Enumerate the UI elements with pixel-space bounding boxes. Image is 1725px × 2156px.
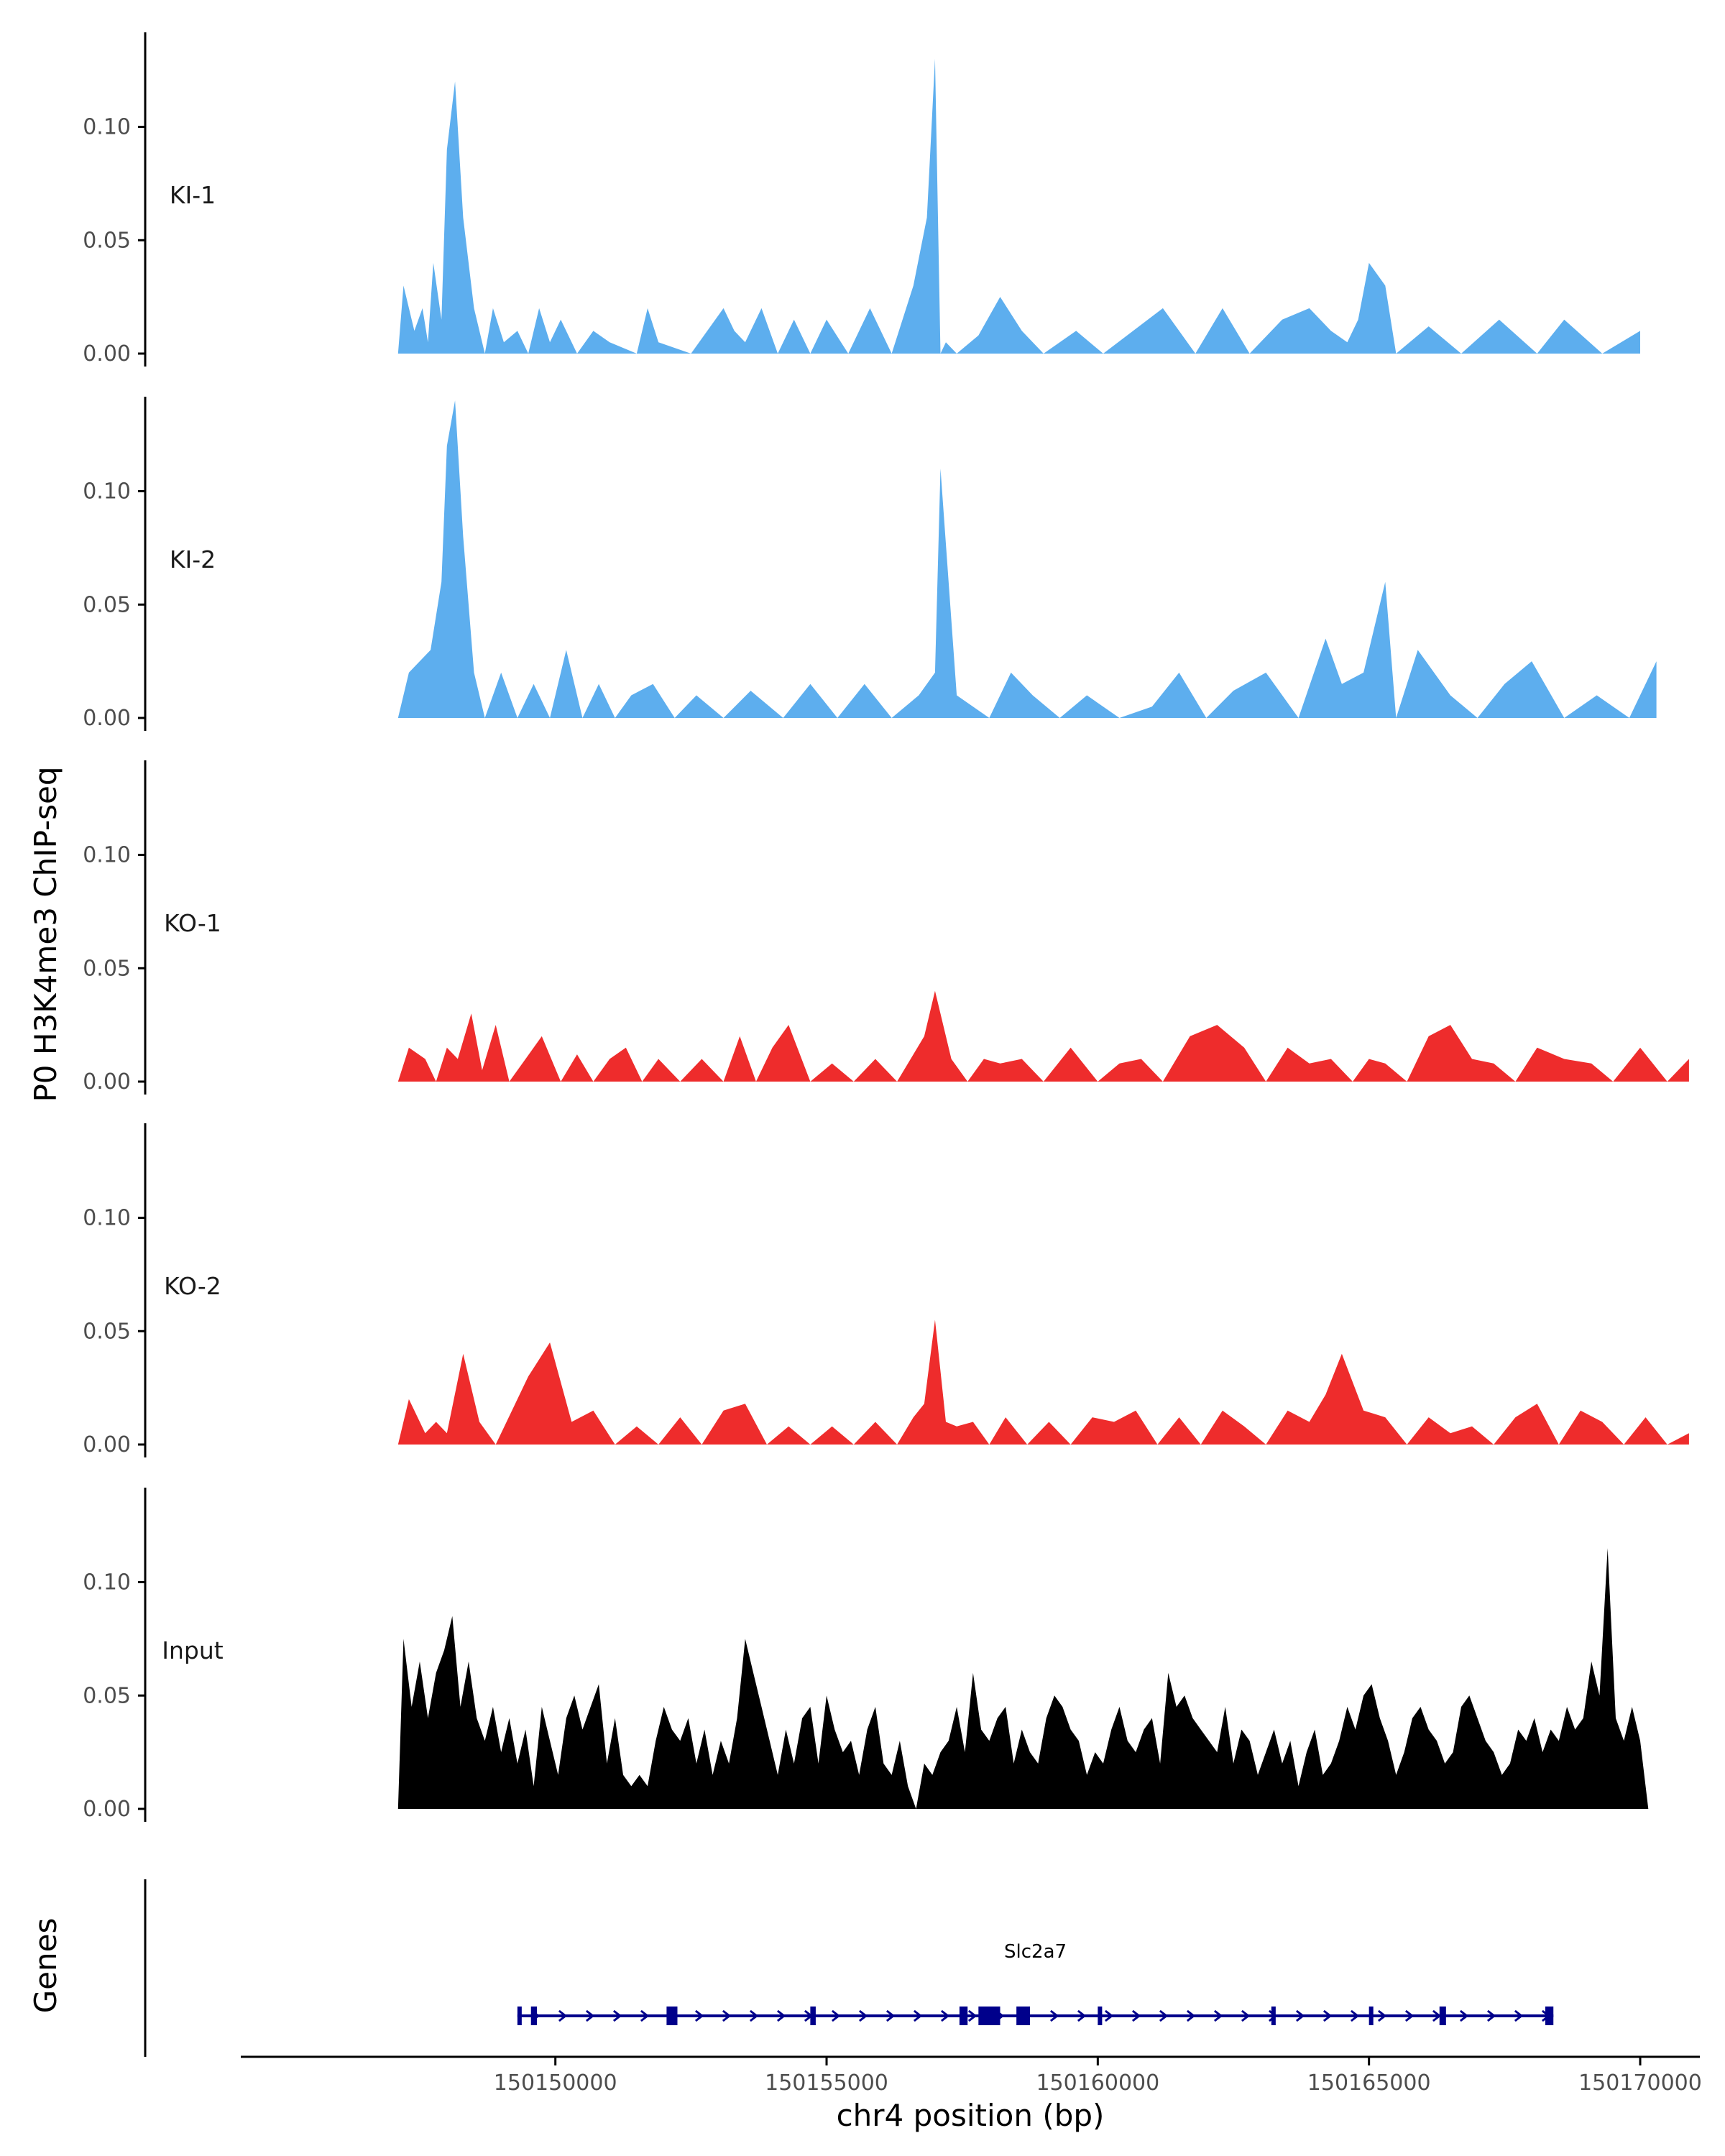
exon [1368, 2007, 1374, 2025]
y-tick-label: 0.10 [83, 479, 131, 505]
y-tick-label: 0.05 [83, 1683, 131, 1708]
strand-arrow [1049, 2009, 1059, 2022]
strand-arrow [940, 2009, 950, 2022]
exon [978, 2007, 1000, 2025]
y-tick-label: 0.00 [83, 706, 131, 731]
exon [666, 2007, 678, 2025]
strand-arrow [749, 2009, 759, 2022]
exon [810, 2007, 816, 2025]
exon [1271, 2007, 1276, 2025]
track-ko-1: 0.00 0.05 0.10 KO-1 [83, 760, 1689, 1095]
x-tick-label: 150150000 [494, 2070, 617, 2096]
y-tick-label: 0.10 [83, 1570, 131, 1595]
y-tick-label: 0.05 [83, 592, 131, 617]
strand-arrow [640, 2009, 650, 2022]
y-axis-title: P0 H3K4me3 ChIP-seq [28, 766, 63, 1102]
y-tick-label: 0.10 [83, 1206, 131, 1231]
x-tick-label: 150155000 [765, 2070, 888, 2096]
strand-arrow [1486, 2009, 1496, 2022]
x-axis-title: chr4 position (bp) [837, 2098, 1105, 2133]
exon [959, 2007, 968, 2025]
y-tick-label: 0.00 [83, 1797, 131, 1822]
gene-model: Slc2a7 [517, 1941, 1554, 2025]
track-ki-2: 0.00 0.05 0.10 KI-2 [83, 397, 1657, 731]
exon [517, 2007, 522, 2025]
strand-arrow [1514, 2009, 1524, 2022]
tracks: 0.00 0.05 0.10 KI-1 0.00 0.05 0.10 KI-2 0.00 0.05… [83, 32, 1689, 1822]
signal-area [397, 990, 1689, 1082]
strand-arrow [1377, 2009, 1387, 2022]
strand-arrow [1159, 2009, 1169, 2022]
strand-arrow [1295, 2009, 1305, 2022]
x-tick-label: 150160000 [1036, 2070, 1159, 2096]
strand-arrow [612, 2009, 622, 2022]
y-tick-label: 0.00 [83, 1069, 131, 1095]
signal-area [397, 400, 1657, 718]
strand-arrow [858, 2009, 868, 2022]
track-ko-2: 0.00 0.05 0.10 KO-2 [83, 1123, 1689, 1457]
strand-arrow [967, 2009, 978, 2022]
strand-arrow [1322, 2009, 1333, 2022]
strand-arrow [1350, 2009, 1360, 2022]
strand-arrow [1404, 2009, 1414, 2022]
strand-arrow [913, 2009, 923, 2022]
x-tick-label: 150165000 [1307, 2070, 1431, 2096]
track-label: Input [162, 1636, 224, 1664]
strand-arrow [1077, 2009, 1087, 2022]
strand-arrow [585, 2009, 595, 2022]
strand-arrow [558, 2009, 568, 2022]
exon [530, 2007, 538, 2025]
genes-axis-title: Genes [28, 1918, 63, 2014]
exon [1016, 2007, 1031, 2025]
signal-area [397, 58, 1640, 354]
gene-track: Slc2a7 [144, 1879, 1554, 2057]
signal-area [397, 1548, 1649, 1809]
strand-arrow [886, 2009, 896, 2022]
strand-arrow [1186, 2009, 1196, 2022]
x-tick-label: 150170000 [1578, 2070, 1702, 2096]
exon [1439, 2007, 1446, 2025]
track-label: KI-2 [170, 545, 216, 573]
track-label: KO-1 [164, 909, 221, 937]
signal-area [397, 1319, 1689, 1445]
gene-label: Slc2a7 [1004, 1941, 1067, 1963]
exon [1545, 2007, 1554, 2025]
exon [1098, 2007, 1103, 2025]
y-tick-label: 0.05 [83, 228, 131, 253]
y-tick-label: 0.10 [83, 115, 131, 140]
strand-arrow [722, 2009, 732, 2022]
strand-arrow [694, 2009, 704, 2022]
x-axis: 150150000 150155000 150160000 150165000 1501… [241, 2055, 1702, 2096]
y-tick-label: 0.05 [83, 1319, 131, 1344]
strand-arrow [1459, 2009, 1469, 2022]
track-label: KI-1 [170, 181, 216, 209]
strand-arrow [1213, 2009, 1223, 2022]
track-ki-1: 0.00 0.05 0.10 KI-1 [83, 32, 1640, 367]
strand-arrow [831, 2009, 841, 2022]
strand-arrow [1104, 2009, 1114, 2022]
y-tick-label: 0.10 [83, 843, 131, 868]
y-tick-label: 0.00 [83, 341, 131, 367]
strand-arrow [1131, 2009, 1141, 2022]
track-input: 0.00 0.05 0.10 Input [83, 1488, 1649, 1822]
y-tick-label: 0.00 [83, 1432, 131, 1457]
strand-arrow [1241, 2009, 1251, 2022]
track-label: KO-2 [164, 1272, 221, 1300]
y-tick-label: 0.05 [83, 956, 131, 981]
strand-arrow [776, 2009, 786, 2022]
